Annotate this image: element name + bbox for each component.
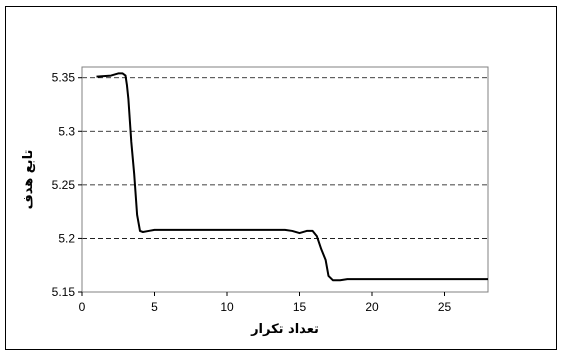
x-tick-label: 10	[220, 300, 234, 314]
series-line	[96, 72, 488, 282]
x-tick-label: 20	[365, 300, 379, 314]
x-tick-label: 0	[79, 300, 86, 314]
gridlines	[82, 77, 488, 239]
x-axis-label: تعداد تکرار	[250, 322, 319, 337]
x-tick-label: 15	[293, 300, 307, 314]
y-tick-label: 5.15	[52, 285, 76, 299]
y-tick-label: 5.3	[58, 124, 75, 138]
y-axis-label: تابع هدف	[21, 150, 36, 210]
x-axis-ticks: 0 5 10 15 20 25	[79, 292, 452, 314]
y-axis-ticks: 5.15 5.2 5.25 5.3 5.35	[52, 71, 82, 299]
x-tick-label: 25	[438, 300, 452, 314]
plot-area	[81, 66, 489, 293]
chart-frame	[5, 6, 557, 350]
x-tick-label: 5	[151, 300, 158, 314]
y-tick-label: 5.25	[52, 178, 76, 192]
y-tick-label: 5.35	[52, 71, 76, 85]
y-tick-label: 5.2	[58, 231, 75, 245]
